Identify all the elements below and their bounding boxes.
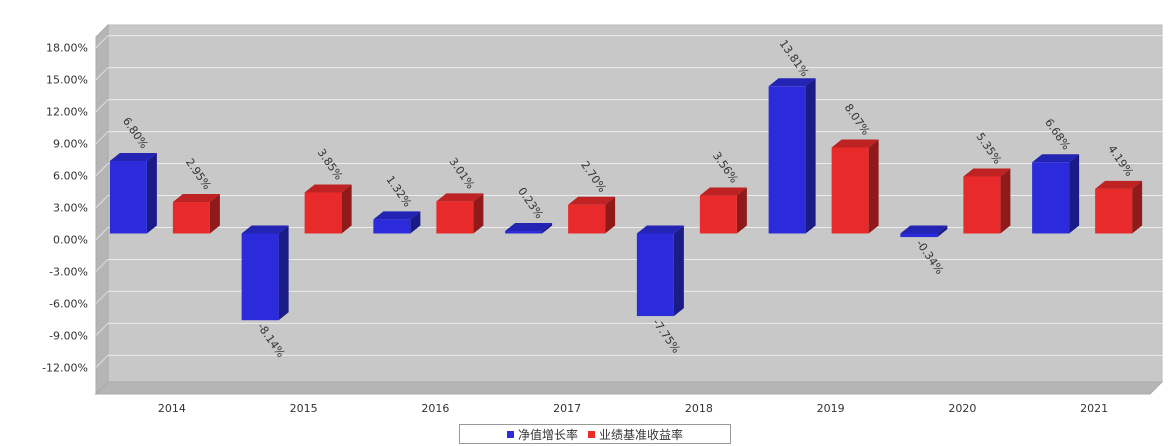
- bar-top: [831, 139, 879, 148]
- bar-side: [410, 211, 421, 234]
- bar-side: [473, 193, 484, 234]
- legend-item-series-2: 业绩基准收益率: [588, 426, 683, 443]
- bar-top: [436, 193, 484, 202]
- y-axis: -12.00% -9.00% -6.00% -3.00% 0.00% 3.00% 6.00%…: [42, 42, 88, 375]
- gridline-depth: [95, 227, 109, 240]
- legend-swatch-series-2: [588, 430, 595, 438]
- bar: [963, 176, 1001, 234]
- bar-side: [937, 225, 948, 238]
- y-tick-label: 9.00%: [53, 138, 88, 151]
- gridline-depth: [95, 99, 109, 112]
- bar-top: [900, 225, 948, 234]
- bar: [568, 204, 606, 234]
- legend-item-series-1: 净值增长率: [506, 426, 578, 443]
- y-tick-label: 15.00%: [46, 74, 88, 87]
- bar-top: [568, 196, 616, 205]
- bar-top: [699, 187, 747, 196]
- bar-side: [1132, 180, 1143, 234]
- legend-label-series-1: 净值增长率: [517, 427, 578, 442]
- gridline-depth: [95, 35, 109, 49]
- y-tick-label: 3.00%: [53, 202, 88, 215]
- bar: [1095, 188, 1133, 234]
- bar-top: [1095, 180, 1143, 189]
- x-tick-label: 2016: [421, 402, 449, 415]
- plot-left-wall: [95, 23, 109, 396]
- x-tick-label: 2015: [290, 402, 318, 415]
- bar-top: [1032, 154, 1080, 163]
- gridline-depth: [95, 323, 109, 336]
- bar: [900, 233, 938, 238]
- x-tick-label: 2014: [158, 402, 186, 415]
- gridline-depth: [95, 67, 109, 80]
- plot-area: [94, 23, 1164, 396]
- bar-side: [736, 187, 747, 234]
- bar-side: [605, 196, 616, 234]
- bar: [241, 233, 279, 321]
- y-tick-label: 6.00%: [53, 170, 88, 183]
- gridline-depth: [95, 163, 109, 176]
- bar-top: [109, 153, 157, 162]
- bar-side: [1069, 154, 1080, 234]
- gridline-depth: [95, 195, 109, 208]
- x-tick-label: 2018: [685, 402, 713, 415]
- legend-swatch-series-1: [506, 430, 514, 438]
- gridline-depth: [95, 259, 109, 272]
- bar-top: [963, 168, 1011, 177]
- bar-side: [209, 194, 220, 234]
- gridline-depth: [95, 355, 109, 368]
- bar-side: [278, 225, 289, 321]
- bar: [768, 86, 806, 234]
- x-tick-label: 2017: [553, 402, 581, 415]
- bar-top: [768, 78, 816, 87]
- bar-side: [868, 139, 879, 234]
- plot-floor: [94, 381, 1164, 395]
- y-tick-label: -9.00%: [49, 329, 88, 342]
- bar: [505, 231, 543, 234]
- bar: [109, 161, 147, 234]
- bar-top: [373, 211, 421, 220]
- y-tick-label: -12.00%: [42, 361, 88, 374]
- gridline-depth: [95, 131, 109, 144]
- x-axis: 2014 2015 2016 2017 2018 2019 2020 2021: [158, 402, 1108, 415]
- y-tick-label: 12.00%: [46, 106, 88, 119]
- bar-side: [673, 225, 684, 317]
- bar-top: [505, 223, 553, 232]
- bar-top: [241, 225, 289, 234]
- bar-side: [341, 184, 352, 234]
- y-tick-label: 0.00%: [53, 233, 88, 246]
- y-tick-label: -3.00%: [49, 265, 88, 278]
- y-tick-label: -6.00%: [49, 297, 88, 310]
- grid-lines: [95, 35, 1162, 368]
- x-tick-label: 2021: [1080, 402, 1108, 415]
- bar-top: [304, 184, 352, 193]
- bar: [636, 233, 674, 317]
- bar: [1032, 162, 1070, 234]
- bar-top: [172, 194, 220, 203]
- bar-side: [146, 153, 157, 234]
- bar-side: [805, 78, 816, 234]
- bar: [172, 202, 210, 234]
- bar: [373, 219, 411, 234]
- x-tick-label: 2019: [817, 402, 845, 415]
- y-tick-label: 18.00%: [46, 42, 88, 55]
- gridline-depth: [95, 291, 109, 304]
- legend: 净值增长率 业绩基准收益率: [459, 424, 731, 444]
- x-tick-label: 2020: [948, 402, 976, 415]
- bar: [304, 192, 342, 234]
- legend-label-series-2: 业绩基准收益率: [599, 427, 684, 442]
- bar: [699, 195, 737, 234]
- bar-side: [1000, 168, 1011, 234]
- chart-canvas: -12.00% -9.00% -6.00% -3.00% 0.00% 3.00% 6.00%…: [42, 23, 1164, 415]
- bar-top: [636, 225, 684, 234]
- bar: [831, 147, 869, 234]
- bars: [109, 78, 1143, 321]
- bar: [436, 201, 474, 234]
- bar-side: [542, 223, 553, 234]
